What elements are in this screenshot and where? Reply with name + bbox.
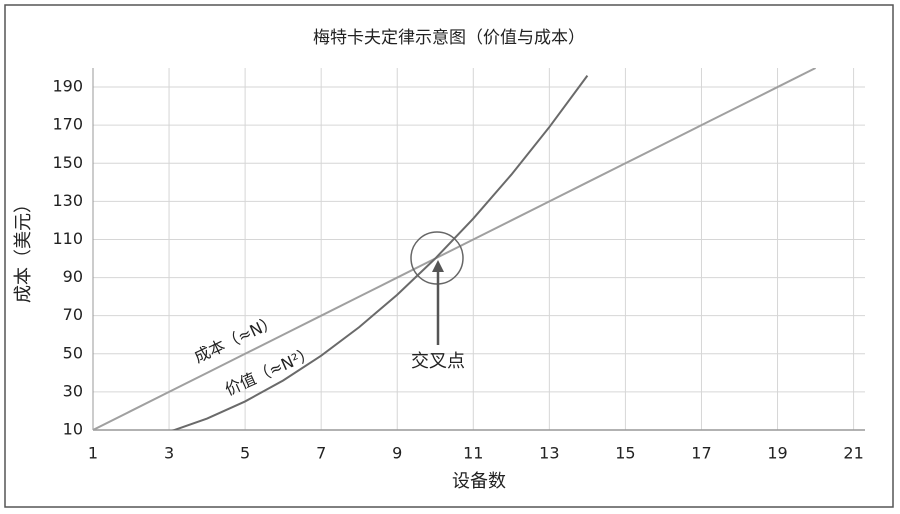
series-line	[171, 75, 589, 430]
chart-title: 梅特卡夫定律示意图（价值与成本）	[313, 28, 585, 48]
x-tick-label: 19	[767, 444, 787, 463]
x-tick-label: 11	[463, 444, 483, 463]
x-axis-label: 设备数	[452, 471, 506, 492]
plot-area	[93, 68, 817, 430]
y-tick-label: 30	[63, 381, 83, 400]
x-tick-label: 13	[539, 444, 559, 463]
y-tick-label: 190	[52, 77, 83, 96]
frame	[4, 4, 894, 508]
y-tick-label: 50	[63, 343, 83, 362]
x-tick-label: 7	[316, 444, 326, 463]
y-tick-label: 150	[52, 153, 83, 172]
y-tick-label: 130	[52, 191, 83, 210]
y-axis-label: 成本（美元）	[13, 195, 34, 303]
arrow-head	[432, 260, 444, 272]
x-tick-label: 17	[691, 444, 711, 463]
y-tick-label: 170	[52, 115, 83, 134]
x-tick-label: 9	[392, 444, 402, 463]
x-tick-label: 15	[615, 444, 635, 463]
y-tick-label: 110	[52, 229, 83, 248]
x-tick-label: 3	[164, 444, 174, 463]
x-tick-label: 21	[843, 444, 863, 463]
x-tick-label: 1	[88, 444, 98, 463]
y-tick-label: 70	[63, 305, 83, 324]
x-tick-label: 5	[240, 444, 250, 463]
y-tick-label: 10	[63, 420, 83, 439]
series-line	[93, 68, 817, 430]
annotation: 交叉点	[411, 351, 465, 372]
y-tick-label: 90	[63, 267, 83, 286]
